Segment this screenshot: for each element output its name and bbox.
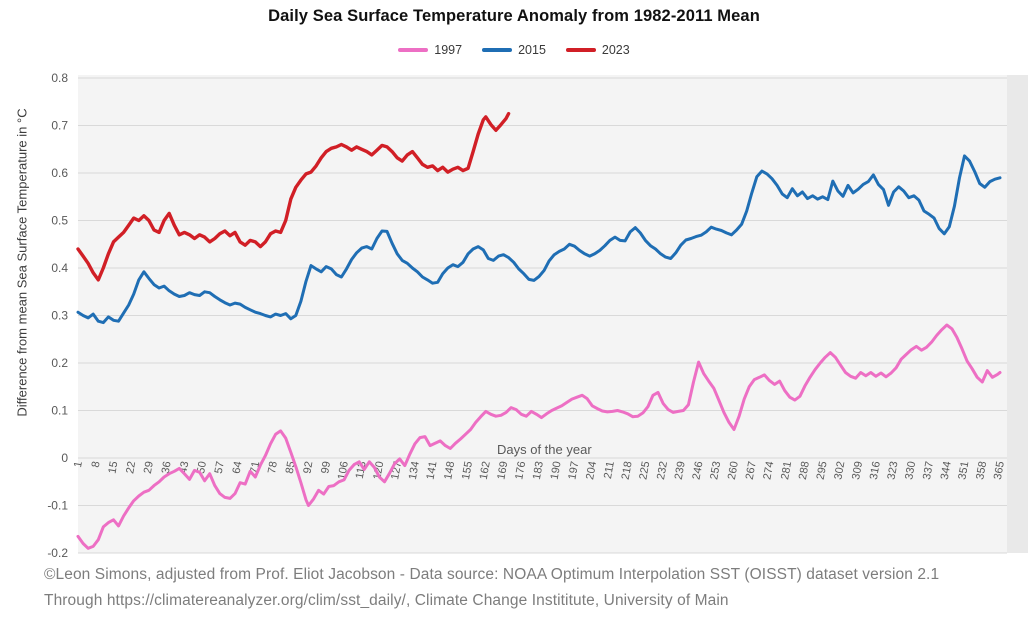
legend-label-2015: 2015 [518,43,546,57]
x-tick-label: 176 [513,460,528,480]
x-tick-label: 260 [726,460,741,480]
x-tick-label: 232 [655,460,670,480]
x-tick-label: 134 [407,460,422,480]
x-tick-label: 190 [549,460,564,480]
y-tick-label: 0.4 [51,261,68,275]
plot-area [78,75,1007,553]
x-tick-label: 274 [761,460,776,480]
series-line-2023 [76,111,511,282]
x-tick-label: 148 [442,460,457,480]
x-tick-label: 246 [691,460,706,480]
footer-attribution-line1: ©Leon Simons, adjusted from Prof. Eliot … [44,566,940,583]
x-tick-label: 281 [779,460,794,480]
y-axis-title: Difference from mean Sea Surface Tempera… [14,108,30,417]
x-tick-label: 92 [302,460,316,474]
footer-attribution-line2: Through https://climatereanalyzer.org/cl… [44,592,729,609]
x-tick-label: 253 [708,460,723,480]
y-tick-label: 0.3 [51,309,68,323]
x-tick-label: 15 [107,460,121,474]
right-margin-band [1007,75,1028,553]
legend: 1997 2015 2023 [0,43,1028,57]
x-tick-label: 365 [992,460,1007,480]
x-tick-label: 183 [531,460,546,480]
x-tick-label: 267 [744,460,759,480]
legend-swatch-1997 [398,48,429,52]
x-tick-label: 323 [886,460,901,480]
legend-swatch-2015 [482,48,513,52]
x-tick-label: 225 [637,460,652,480]
y-tick-label: 0.2 [51,356,68,370]
chart-title: Daily Sea Surface Temperature Anomaly fr… [268,7,760,25]
x-tick-label: 239 [673,460,688,480]
legend-swatch-2023 [565,48,596,52]
x-tick-label: 22 [124,460,138,474]
y-tick-label: 0.8 [51,71,68,85]
y-tick-label: 0.5 [51,214,68,228]
y-tick-label: 0.7 [51,119,68,133]
x-tick-label: 64 [231,460,245,474]
y-tick-label: -0.2 [47,546,68,560]
x-tick-label: 344 [939,460,954,480]
x-tick-label: 288 [797,460,812,480]
legend-item-2015: 2015 [482,43,546,57]
x-tick-label: 358 [974,460,989,480]
x-tick-label: 218 [620,460,635,480]
x-tick-label: 211 [602,460,617,479]
x-tick-label: 36 [160,460,174,474]
x-tick-label: 1 [72,460,85,468]
legend-label-2023: 2023 [601,43,630,57]
x-tick-label: 302 [832,460,847,480]
y-tick-label: 0.6 [51,166,68,180]
x-tick-label: 8 [90,460,103,468]
x-tick-label: 330 [903,460,918,480]
legend-label-1997: 1997 [434,43,463,57]
x-tick-label: 57 [213,460,227,474]
x-tick-label: 162 [478,460,493,480]
x-tick-label: 169 [495,460,510,480]
x-axis-label: Days of the year [497,442,592,457]
x-tick-label: 78 [266,460,280,474]
legend-item-2023: 2023 [565,43,630,57]
x-tick-label: 316 [868,460,883,480]
x-tick-label: 197 [566,460,581,480]
y-tick-label: -0.1 [47,499,68,513]
x-tick-label: 351 [956,460,971,480]
series-line-1997 [76,323,1002,550]
x-tick-label: 113 [354,460,369,479]
x-tick-label: 141 [425,460,440,480]
x-tick-label: 29 [142,460,156,474]
series-line-2015 [76,154,1002,325]
y-tick-label: 0 [61,451,68,465]
legend-item-1997: 1997 [398,43,462,57]
y-tick-label: 0.1 [51,404,68,418]
x-tick-label: 337 [921,460,936,480]
x-tick-label: 309 [850,460,865,480]
x-tick-label: 120 [371,460,386,480]
x-tick-label: 295 [815,460,830,480]
x-tick-label: 99 [319,460,333,474]
x-tick-label: 155 [460,460,475,480]
x-tick-label: 204 [584,460,599,480]
